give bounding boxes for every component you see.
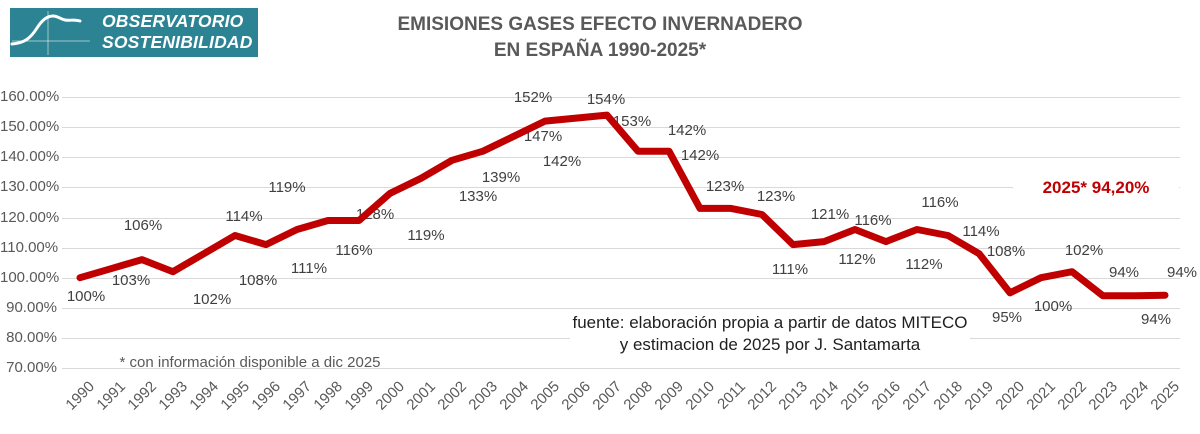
data-label: 102%	[192, 290, 232, 308]
data-label: 111%	[771, 260, 809, 278]
y-axis-tick-label: 110.00%	[0, 238, 59, 256]
data-label: 153%	[612, 113, 652, 131]
source-line1: fuente: elaboración propia a partir de d…	[572, 313, 968, 332]
data-label: 112%	[838, 250, 876, 268]
y-axis-tick-label: 100.00%	[0, 268, 60, 286]
logo-line1: OBSERVATORIO	[102, 11, 244, 31]
data-label: 152%	[513, 89, 553, 107]
data-label: 94%	[1166, 264, 1198, 282]
gridline	[62, 157, 1180, 159]
y-axis-tick-label: 160.00%	[0, 88, 60, 105]
data-label: 142%	[680, 147, 720, 165]
gridline	[62, 277, 1180, 279]
chart-title: EMISIONES GASES EFECTO INVERNADERO EN ES…	[300, 12, 900, 64]
data-label: 142%	[667, 122, 707, 140]
gridline	[62, 187, 1180, 189]
data-label: 111%	[290, 259, 328, 277]
data-label: 142%	[542, 153, 582, 171]
gridline	[62, 97, 1180, 98]
data-label: 114%	[962, 222, 1000, 240]
data-label: 108%	[986, 242, 1026, 260]
y-axis-tick-label: 70.00%	[6, 359, 57, 376]
data-label: 102%	[1064, 241, 1104, 259]
data-label: 103%	[111, 271, 151, 289]
footnote: * con información disponible a dic 2025	[119, 354, 381, 371]
chart-title-line1: EMISIONES GASES EFECTO INVERNADERO	[397, 14, 803, 35]
data-label: 147%	[523, 128, 563, 146]
data-label: 121%	[810, 205, 850, 223]
observatorio-logo: OBSERVATORIO SOSTENIBILIDAD	[10, 8, 258, 57]
data-label: 154%	[586, 91, 626, 109]
y-axis-tick-label: 150.00%	[0, 118, 60, 136]
data-label: 119%	[268, 178, 306, 196]
data-label: 116%	[335, 241, 373, 259]
data-label: 116%	[921, 193, 959, 211]
y-axis-tick-label: 90.00%	[6, 298, 57, 316]
y-axis-tick-label: 80.00%	[6, 328, 57, 346]
data-label: 114%	[225, 207, 263, 225]
logo-line2: SOSTENIBILIDAD	[102, 32, 253, 52]
data-label: 100%	[1033, 297, 1073, 315]
annotation-2025-value: 2025* 94,20%	[1013, 176, 1179, 200]
y-axis-tick-label: 120.00%	[0, 208, 60, 226]
data-label: 108%	[238, 271, 278, 289]
data-label: 123%	[705, 178, 745, 196]
data-label: 112%	[905, 255, 943, 273]
emissions-polyline	[76, 111, 1169, 300]
logo-text-bg	[95, 8, 258, 57]
y-axis-tick-label: 140.00%	[0, 148, 60, 166]
data-label: 139%	[481, 169, 521, 187]
data-label: 94%	[1108, 263, 1140, 281]
source-line2: y estimacion de 2025 por J. Santamarta	[619, 335, 921, 354]
y-axis-tick-label: 130.00%	[0, 178, 60, 196]
gridline	[62, 217, 1180, 219]
chart-title-line2: EN ESPAÑA 1990-2025*	[493, 40, 707, 61]
source-note: fuente: elaboración propia a partir de d…	[570, 312, 970, 356]
data-label: 106%	[123, 216, 163, 234]
data-label: 94%	[1140, 310, 1172, 328]
data-label: 100%	[66, 287, 106, 305]
data-label: 95%	[991, 308, 1023, 326]
data-label: 133%	[458, 188, 498, 206]
logo-curve-icon	[10, 8, 95, 57]
data-label: 116%	[854, 211, 892, 229]
logo-text: OBSERVATORIO SOSTENIBILIDAD	[102, 11, 253, 53]
gridline	[62, 307, 1180, 309]
gridline	[62, 247, 1180, 249]
gridline	[62, 368, 1180, 369]
data-label: 119%	[407, 226, 445, 244]
data-label: 123%	[756, 188, 796, 206]
